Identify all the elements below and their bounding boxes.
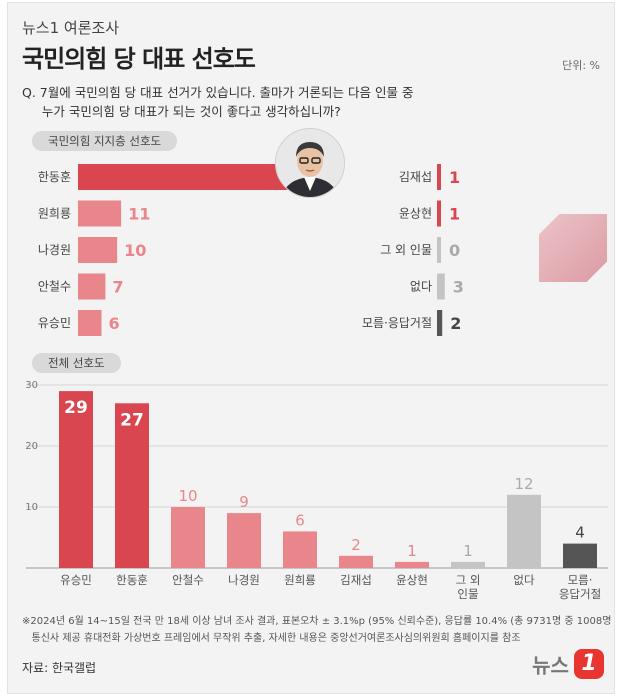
h-category-label: 모름·응답거절 xyxy=(362,316,432,330)
v-value-label: 9 xyxy=(239,493,249,511)
h-category-label: 그 외 인물 xyxy=(380,243,432,257)
page-title: 국민의힘 당 대표 선호도 xyxy=(22,45,256,73)
h-category-label: 안철수 xyxy=(38,280,71,294)
x-category-label: 없다 xyxy=(513,573,535,587)
v-value-label: 4 xyxy=(575,524,585,542)
h-value-label: 3 xyxy=(453,278,464,297)
x-category-label: 한동훈 xyxy=(116,573,148,587)
h-bar xyxy=(437,273,445,300)
v-value-label: 1 xyxy=(407,542,417,560)
candidate-portrait xyxy=(275,128,345,198)
decorative-shape xyxy=(539,214,607,282)
h-value-label: 7 xyxy=(112,278,123,297)
h-value-label: 6 xyxy=(109,314,120,333)
x-category-label: 원희룡 xyxy=(284,573,316,587)
v-bar xyxy=(283,531,317,568)
x-category-label-line: 김재섭 xyxy=(340,573,372,587)
v-value-label: 29 xyxy=(64,398,88,418)
unit-label: 단위: % xyxy=(562,59,600,72)
v-bar xyxy=(395,561,429,568)
x-category-label-line: 응답거절 xyxy=(559,587,601,601)
x-category-label-line: 없다 xyxy=(513,573,535,587)
v-bar xyxy=(59,391,93,568)
h-category-label: 원희룡 xyxy=(38,207,71,221)
h-category-label: 나경원 xyxy=(38,243,71,257)
v-value-label: 2 xyxy=(351,536,361,554)
logo-mark: 1 xyxy=(574,649,604,679)
v-value-label: 6 xyxy=(295,511,305,529)
h-value-label: 1 xyxy=(449,205,460,224)
v-bar xyxy=(171,507,205,568)
h-value-label: 11 xyxy=(128,205,150,224)
h-bar xyxy=(78,237,118,263)
v-value-label: 1 xyxy=(463,542,473,560)
brand-label: 뉴스1 여론조사 xyxy=(22,19,120,37)
x-category-label: 윤상현 xyxy=(396,573,428,587)
v-value-label: 12 xyxy=(514,475,533,493)
h-category-label: 없다 xyxy=(410,280,432,294)
x-category-label-line: 모름· xyxy=(568,573,593,587)
v-bar xyxy=(339,555,373,568)
h-value-label: 10 xyxy=(124,241,146,260)
v-bar xyxy=(227,513,261,568)
h-bar xyxy=(437,310,443,336)
v-bar xyxy=(115,403,149,568)
v-value-label: 27 xyxy=(120,410,144,430)
source-label: 자료: 한국갤럽 xyxy=(22,661,97,675)
h-bar xyxy=(78,273,106,300)
overall-preference-chart: 30 20 10 29 유승민 27 한동훈 10 안철수 9 나경원 6 원희룡 2 김재섭 1 윤상현 1 그 … xyxy=(25,380,608,601)
x-category-label: 그 외 인물 xyxy=(456,573,481,601)
logo-text: 뉴스 xyxy=(532,653,569,678)
infographic-card: 뉴스1 여론조사 국민의힘 당 대표 선호도 단위: % Q. 7월에 국민의힘… xyxy=(7,2,615,694)
survey-question: Q. 7월에 국민의힘 당 대표 선거가 있습니다. 출마가 거론되는 다음 인… xyxy=(22,85,414,119)
h-bar xyxy=(437,164,441,190)
x-category-label: 안철수 xyxy=(172,573,204,587)
h-category-label: 김재섭 xyxy=(399,170,432,184)
x-category-label-line: 유승민 xyxy=(60,573,92,587)
section-label-overall: 전체 선호도 xyxy=(32,353,121,373)
h-category-label: 한동훈 xyxy=(38,170,71,184)
h-bar xyxy=(78,310,102,336)
footnote: ※2024년 6월 14~15일 전국 만 18세 이상 남녀 조사 결과, 표… xyxy=(22,616,612,644)
h-bar xyxy=(78,200,122,227)
x-category-label-line: 나경원 xyxy=(228,573,260,587)
section-label-supporters: 국민의힘 지지층 선호도 xyxy=(32,131,178,151)
h-bar xyxy=(437,200,441,227)
x-category-label: 모름· 응답거절 xyxy=(559,573,601,601)
h-bar xyxy=(437,237,441,263)
x-category-label: 나경원 xyxy=(228,573,260,587)
h-category-label: 윤상현 xyxy=(399,207,432,221)
h-bar xyxy=(78,164,310,190)
news1-logo: 뉴스 1 xyxy=(532,649,604,681)
x-category-label-line: 안철수 xyxy=(172,573,204,587)
v-bar xyxy=(451,561,485,568)
x-category-label-line: 원희룡 xyxy=(284,573,316,587)
x-category-label-line: 윤상현 xyxy=(396,573,428,587)
h-category-label: 유승민 xyxy=(38,316,71,330)
h-value-label: 1 xyxy=(449,168,460,187)
v-bar xyxy=(507,494,541,568)
x-category-label-line: 한동훈 xyxy=(116,573,148,587)
x-category-label-line: 그 외 xyxy=(456,573,481,587)
v-value-label: 10 xyxy=(178,487,197,505)
h-value-label: 0 xyxy=(449,241,460,260)
x-category-label: 김재섭 xyxy=(340,573,372,587)
x-category-label-line: 인물 xyxy=(457,587,478,601)
logo-mark-number: 1 xyxy=(581,651,597,676)
v-bar xyxy=(563,543,597,568)
y-tick-label: 30 xyxy=(25,380,38,391)
y-tick-label: 10 xyxy=(25,502,38,513)
y-tick-label: 20 xyxy=(25,441,38,452)
h-value-label: 2 xyxy=(450,314,461,333)
x-category-label: 유승민 xyxy=(60,573,92,587)
